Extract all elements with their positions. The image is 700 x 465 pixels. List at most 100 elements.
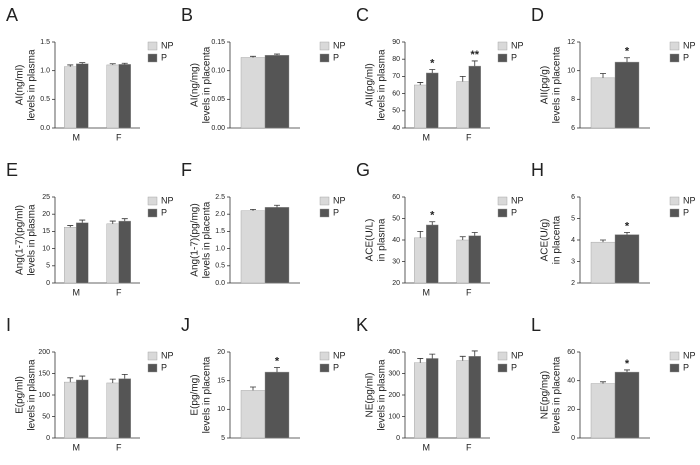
legend-label: P xyxy=(683,207,689,217)
y-axis-label: ACE(U/g) xyxy=(540,219,551,262)
bar xyxy=(414,362,427,439)
y-tick-label: 25 xyxy=(42,194,50,201)
bar xyxy=(414,84,427,129)
legend-swatch xyxy=(319,41,330,51)
legend-label: NP xyxy=(511,195,524,205)
bar xyxy=(106,64,119,129)
y-tick-label: 4 xyxy=(571,237,575,244)
y-axis-label: AI(ng/mg) xyxy=(190,63,201,107)
legend-label: P xyxy=(161,207,167,217)
error-bar xyxy=(274,204,280,208)
error-bar xyxy=(600,73,606,78)
legend-label: P xyxy=(511,52,517,62)
legend-swatch xyxy=(319,196,330,206)
significance-mark: * xyxy=(625,358,630,370)
bar xyxy=(118,220,131,284)
y-tick-label: 50 xyxy=(392,108,400,115)
y-axis-label: levels in placenta xyxy=(552,356,563,433)
bar xyxy=(426,224,439,284)
y-tick-label: 20 xyxy=(217,349,225,356)
y-axis-label: in plasma xyxy=(377,218,388,261)
legend-label: NP xyxy=(683,350,696,360)
legend-label: P xyxy=(161,362,167,372)
y-tick-label: 6 xyxy=(571,194,575,201)
bar xyxy=(468,65,481,129)
y-tick-label: 40 xyxy=(567,378,575,385)
legend-swatch xyxy=(497,196,508,206)
legend-swatch xyxy=(669,363,680,373)
y-tick-label: 5 xyxy=(46,263,50,270)
legend-swatch xyxy=(497,363,508,373)
x-tick-label: M xyxy=(73,287,81,297)
legend-swatch xyxy=(497,41,508,51)
bar xyxy=(240,210,266,284)
legend-label: NP xyxy=(161,40,174,50)
y-axis-label: AII(pg/g) xyxy=(540,66,551,104)
legend-label: P xyxy=(161,52,167,62)
y-axis-label: levels in plasma xyxy=(377,359,388,431)
y-axis-label: levels in placenta xyxy=(202,46,213,123)
x-tick-label: F xyxy=(466,287,472,297)
error-bar xyxy=(417,231,424,238)
bar xyxy=(614,234,640,284)
y-tick-label: 12 xyxy=(567,39,575,46)
y-tick-label: 6 xyxy=(571,125,575,132)
y-axis-label: levels in plasma xyxy=(27,49,38,121)
legend-label: NP xyxy=(161,350,174,360)
y-tick-label: 60 xyxy=(392,90,400,97)
legend-swatch xyxy=(669,196,680,206)
error-bar xyxy=(121,373,128,379)
bar xyxy=(106,223,119,284)
y-tick-label: 0.5 xyxy=(40,96,50,103)
error-bar xyxy=(109,378,116,383)
bar xyxy=(118,64,131,129)
error-bar xyxy=(274,53,280,56)
y-tick-label: 5 xyxy=(571,215,575,222)
error-bar xyxy=(459,236,466,240)
y-tick-label: 5 xyxy=(221,435,225,442)
legend-swatch xyxy=(319,363,330,373)
error-bar xyxy=(471,60,478,67)
significance-mark: ** xyxy=(470,49,479,61)
y-tick-label: 0.05 xyxy=(211,96,225,103)
legend-swatch xyxy=(669,41,680,51)
y-tick-label: 20 xyxy=(567,406,575,413)
y-tick-label: 8 xyxy=(571,96,575,103)
error-bar xyxy=(121,218,128,222)
significance-mark: * xyxy=(275,355,280,367)
legend-label: NP xyxy=(333,40,346,50)
error-bar xyxy=(67,377,74,383)
error-bar xyxy=(79,62,86,64)
significance-mark: * xyxy=(625,220,630,232)
y-tick-label: 50 xyxy=(42,413,50,420)
y-tick-label: 1.0 xyxy=(215,245,225,252)
bar xyxy=(240,390,266,439)
panel-letter: F xyxy=(181,160,192,180)
error-bar xyxy=(429,353,436,359)
y-axis-label: levels in placenta xyxy=(202,201,213,278)
y-tick-label: 1.5 xyxy=(40,39,50,46)
y-tick-label: 0.5 xyxy=(215,263,225,270)
error-bar xyxy=(600,381,606,384)
legend-label: NP xyxy=(161,195,174,205)
significance-mark: * xyxy=(625,46,630,58)
y-axis-label: levels in plasma xyxy=(27,359,38,431)
error-bar xyxy=(250,55,256,58)
error-bar xyxy=(417,358,424,363)
y-tick-label: 30 xyxy=(392,258,400,265)
bar xyxy=(264,54,290,129)
panel-letter: I xyxy=(6,315,11,335)
legend-swatch xyxy=(497,351,508,361)
y-tick-label: 20 xyxy=(42,211,50,218)
error-bar xyxy=(109,63,116,65)
bar xyxy=(76,222,89,284)
y-tick-label: 40 xyxy=(392,125,400,132)
panel-letter: E xyxy=(6,160,18,180)
error-bar xyxy=(109,220,116,224)
y-axis-label: E(pg/ml) xyxy=(15,376,26,414)
bar xyxy=(426,72,439,129)
y-tick-label: 200 xyxy=(38,349,50,356)
error-bar xyxy=(79,219,86,223)
error-bar xyxy=(121,62,128,65)
x-tick-label: M xyxy=(73,132,81,142)
